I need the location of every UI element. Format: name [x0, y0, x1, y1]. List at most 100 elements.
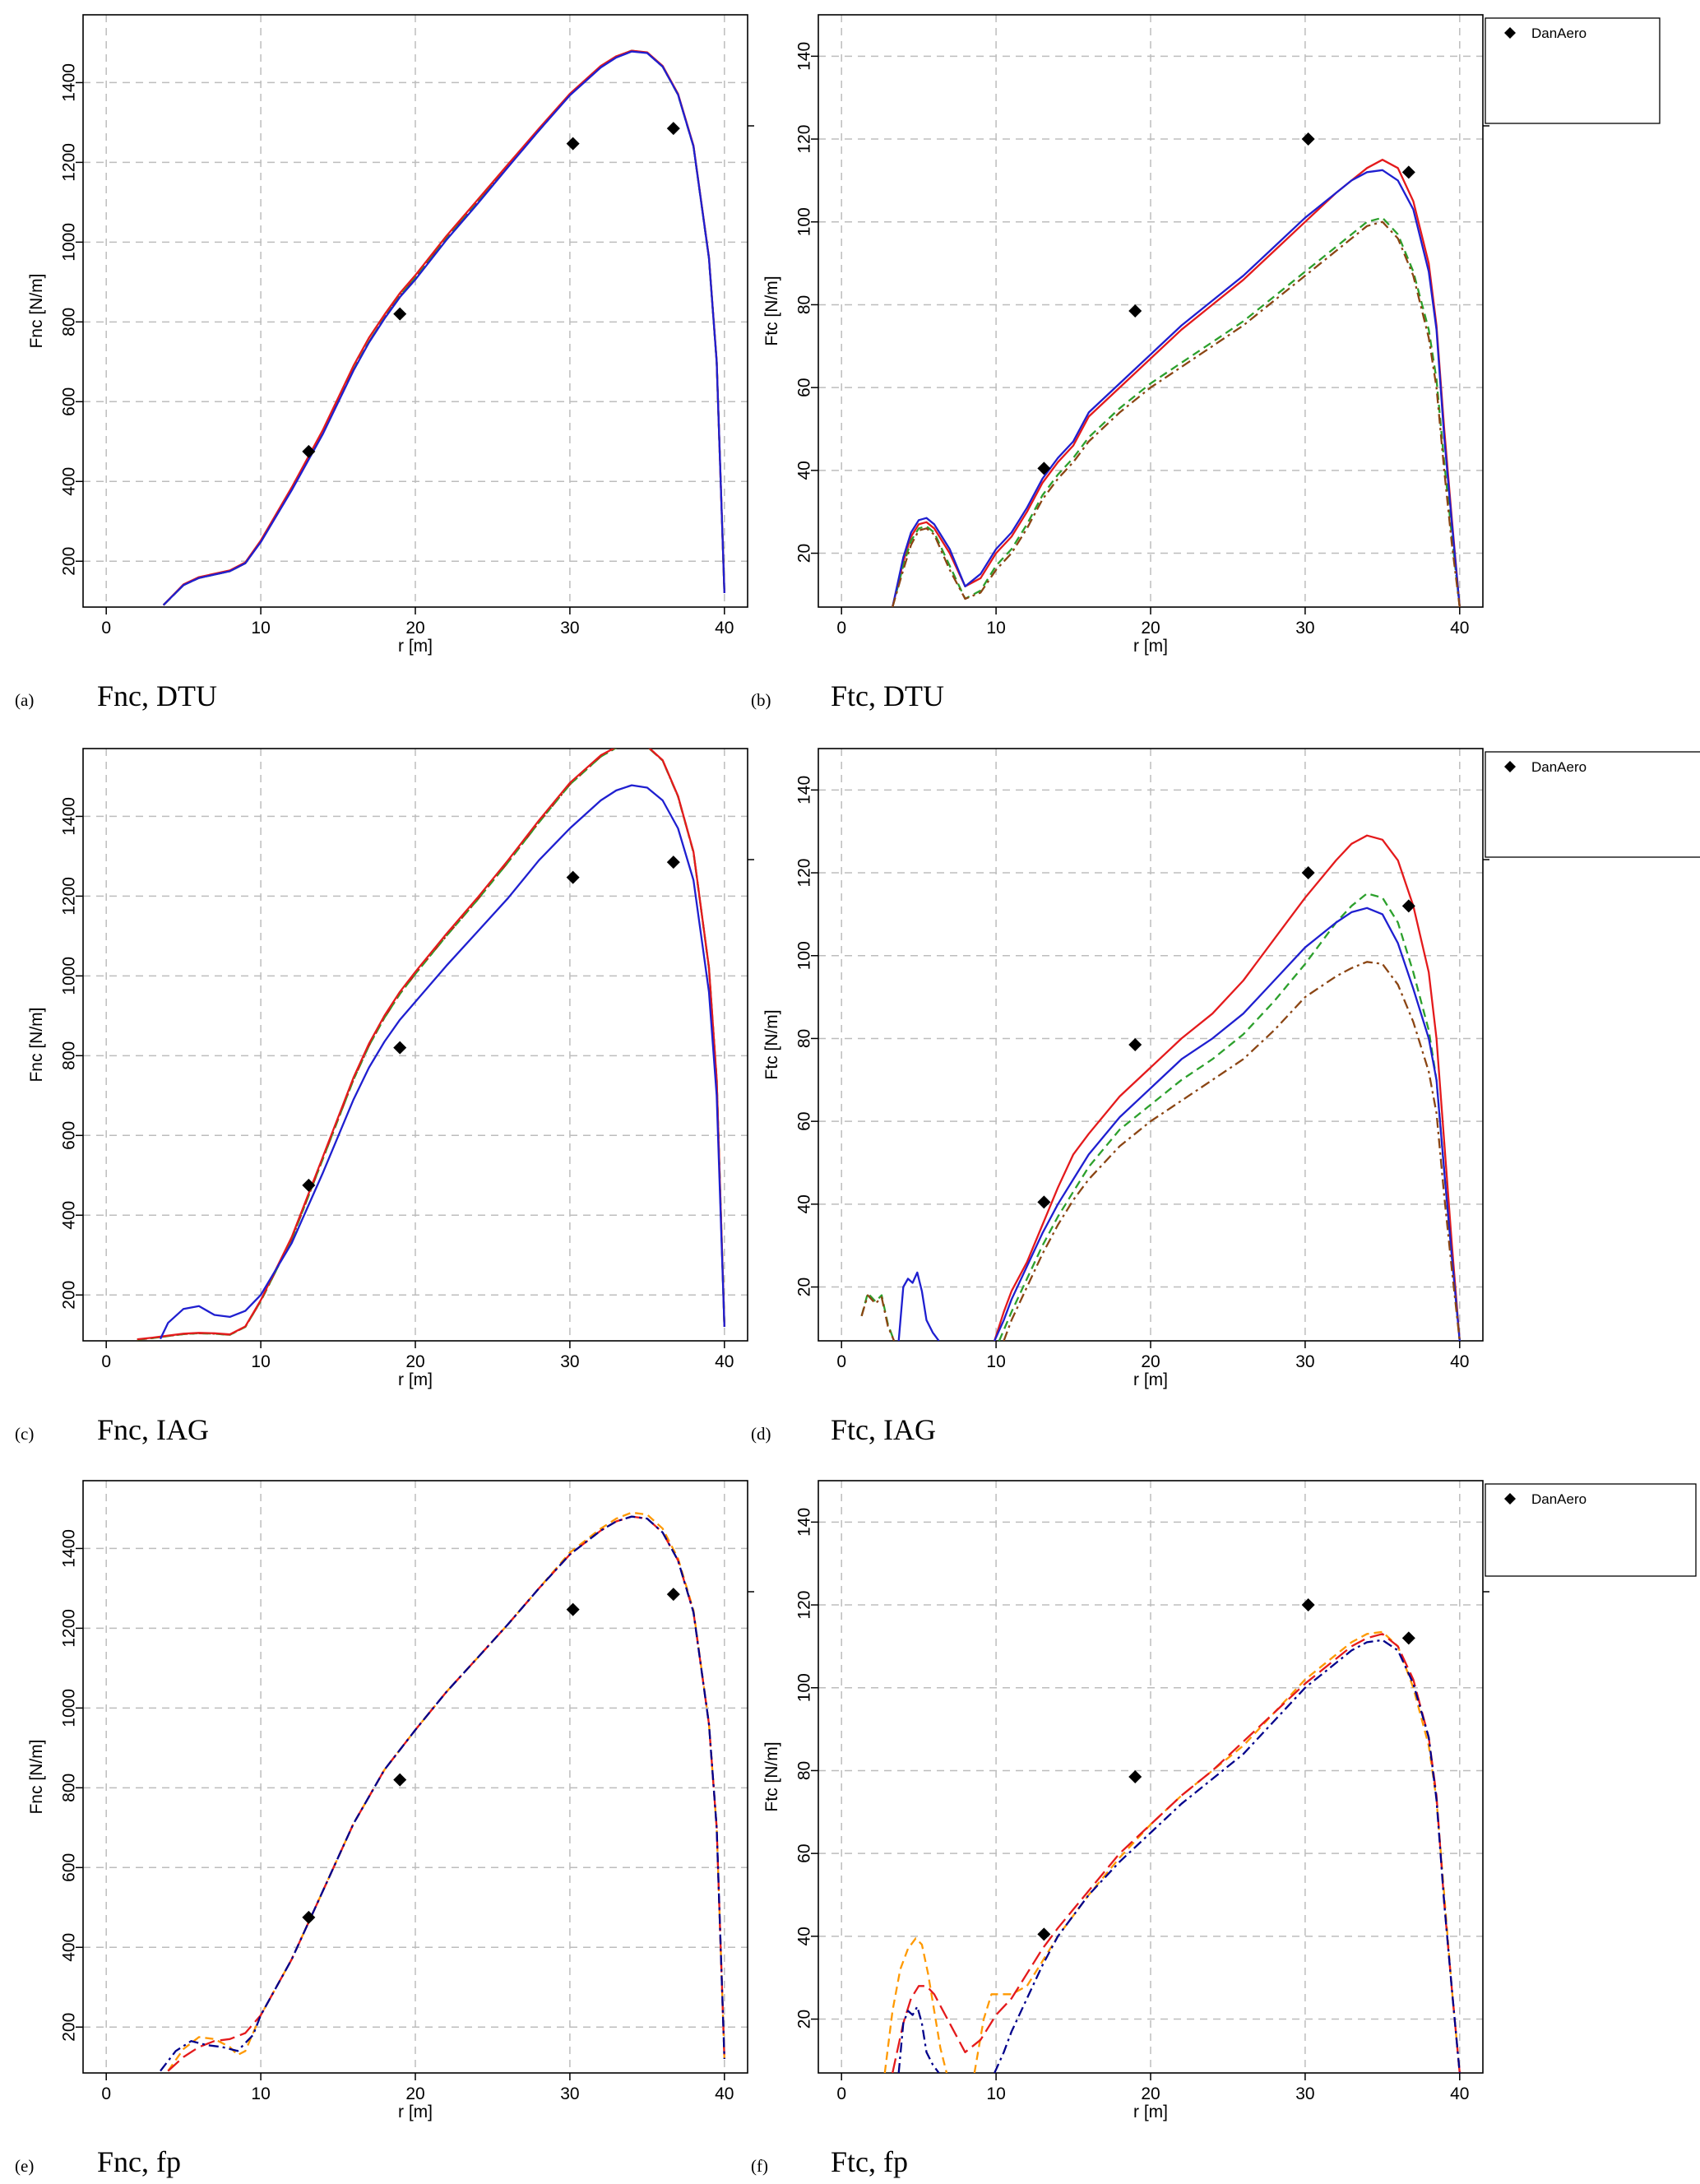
x-axis-label: r [m] — [1133, 1370, 1168, 1389]
danaero-point — [566, 870, 580, 884]
y-tick-label: 1000 — [60, 1689, 79, 1727]
series-line — [892, 169, 1461, 607]
danaero-point — [1128, 304, 1142, 318]
legend-label: DanAero — [1531, 759, 1587, 775]
y-tick-label: 200 — [60, 547, 79, 576]
series-group — [160, 1511, 725, 2072]
series-line — [860, 1294, 896, 1341]
legend-label: DanAero — [1531, 26, 1587, 41]
x-tick-label: 40 — [715, 619, 734, 638]
y-tick-label: 400 — [60, 1933, 79, 1962]
danaero-point — [1301, 1598, 1315, 1612]
danaero-point — [1301, 132, 1315, 146]
x-tick-label: 10 — [251, 2084, 270, 2103]
x-axis-label: r [m] — [1133, 2103, 1168, 2121]
panel-caption: Fnc, IAG — [97, 1413, 209, 1446]
legend: DanAero — [1485, 751, 1700, 858]
danaero-point — [393, 307, 407, 321]
panel-letter: (a) — [15, 690, 34, 710]
series-line — [1003, 961, 1461, 1341]
danaero-point — [1401, 1631, 1415, 1645]
legend: DanAero — [1485, 17, 1661, 124]
y-axis-label: Fnc [N/m] — [27, 1007, 46, 1082]
series-line — [162, 50, 725, 606]
series-line — [892, 216, 1461, 607]
series-group — [860, 834, 1461, 1341]
series-line — [998, 893, 1461, 1341]
series-line — [860, 1291, 896, 1341]
legend: DanAero — [1485, 1483, 1697, 1577]
series-line — [162, 49, 725, 606]
danaero-point — [566, 137, 580, 151]
y-tick-label: 800 — [60, 308, 79, 336]
danaero-point — [393, 1041, 407, 1055]
series-line — [137, 749, 725, 1341]
series-line — [160, 1515, 725, 2072]
series-line — [167, 1511, 725, 2072]
danaero-point — [1037, 461, 1051, 475]
y-tick-label: 1000 — [60, 957, 79, 995]
panel-caption: Fnc, fp — [97, 2145, 181, 2178]
y-tick-label: 60 — [795, 1111, 814, 1130]
y-tick-label: 80 — [795, 295, 814, 314]
y-tick-label: 120 — [795, 1591, 814, 1620]
x-tick-label: 30 — [1295, 619, 1314, 638]
series-line — [973, 1630, 1461, 2073]
x-tick-label: 10 — [986, 1352, 1005, 1371]
danaero-point — [393, 1773, 407, 1787]
y-axis-label: Fnc [N/m] — [27, 273, 46, 348]
panel-letter: (d) — [751, 1424, 771, 1444]
danaero-point — [1401, 165, 1415, 179]
y-tick-label: 40 — [795, 1194, 814, 1213]
danaero-point — [666, 1588, 680, 1602]
series-line — [897, 1271, 940, 1341]
y-tick-label: 200 — [60, 1281, 79, 1310]
y-tick-label: 80 — [795, 1761, 814, 1780]
x-axis-label: r [m] — [398, 1370, 433, 1389]
y-tick-label: 800 — [60, 1041, 79, 1070]
y-tick-label: 1400 — [60, 63, 79, 102]
danaero-point — [1037, 1195, 1051, 1209]
y-tick-label: 40 — [795, 1927, 814, 1945]
x-tick-label: 30 — [560, 2084, 579, 2103]
x-tick-label: 10 — [986, 619, 1005, 638]
y-tick-label: 20 — [795, 1277, 814, 1296]
y-tick-label: 1200 — [60, 1609, 79, 1648]
y-tick-label: 20 — [795, 2010, 814, 2029]
x-tick-label: 0 — [101, 2084, 111, 2103]
chart-panel-f: 0 10 20 30 40 20 40 60 80 100 120 140 r [m] Ftc [N/m]… — [751, 1480, 1489, 2178]
series-line — [994, 1639, 1461, 2073]
x-tick-label: 0 — [101, 619, 111, 638]
x-tick-label: 20 — [405, 1352, 424, 1371]
x-tick-label: 10 — [251, 619, 270, 638]
y-tick-label: 120 — [795, 859, 814, 888]
series-line — [892, 220, 1461, 607]
y-tick-label: 40 — [795, 461, 814, 480]
x-tick-label: 0 — [101, 1352, 111, 1371]
danaero-point — [1128, 1770, 1142, 1783]
y-axis-label: Ftc [N/m] — [762, 1009, 781, 1079]
x-axis-label: r [m] — [398, 2103, 433, 2121]
danaero-point — [302, 1178, 316, 1192]
panel-caption: Fnc, DTU — [97, 679, 217, 712]
x-tick-label: 20 — [405, 619, 424, 638]
danaero-point — [302, 1910, 316, 1924]
legend-box — [1485, 17, 1661, 124]
series-line — [162, 49, 725, 606]
legend-marker — [1504, 27, 1516, 39]
y-axis-label: Ftc [N/m] — [762, 1741, 781, 1811]
x-tick-label: 40 — [715, 1352, 734, 1371]
x-tick-label: 10 — [986, 2084, 1005, 2103]
y-tick-label: 100 — [795, 1673, 814, 1702]
x-tick-label: 40 — [1450, 1352, 1469, 1371]
y-axis-label: Ftc [N/m] — [762, 276, 781, 345]
x-tick-label: 30 — [560, 1352, 579, 1371]
y-tick-label: 100 — [795, 941, 814, 970]
panel-letter: (e) — [15, 2156, 34, 2176]
y-tick-label: 1000 — [60, 223, 79, 262]
y-tick-label: 60 — [795, 378, 814, 396]
series-line — [137, 749, 725, 1341]
x-tick-label: 10 — [251, 1352, 270, 1371]
